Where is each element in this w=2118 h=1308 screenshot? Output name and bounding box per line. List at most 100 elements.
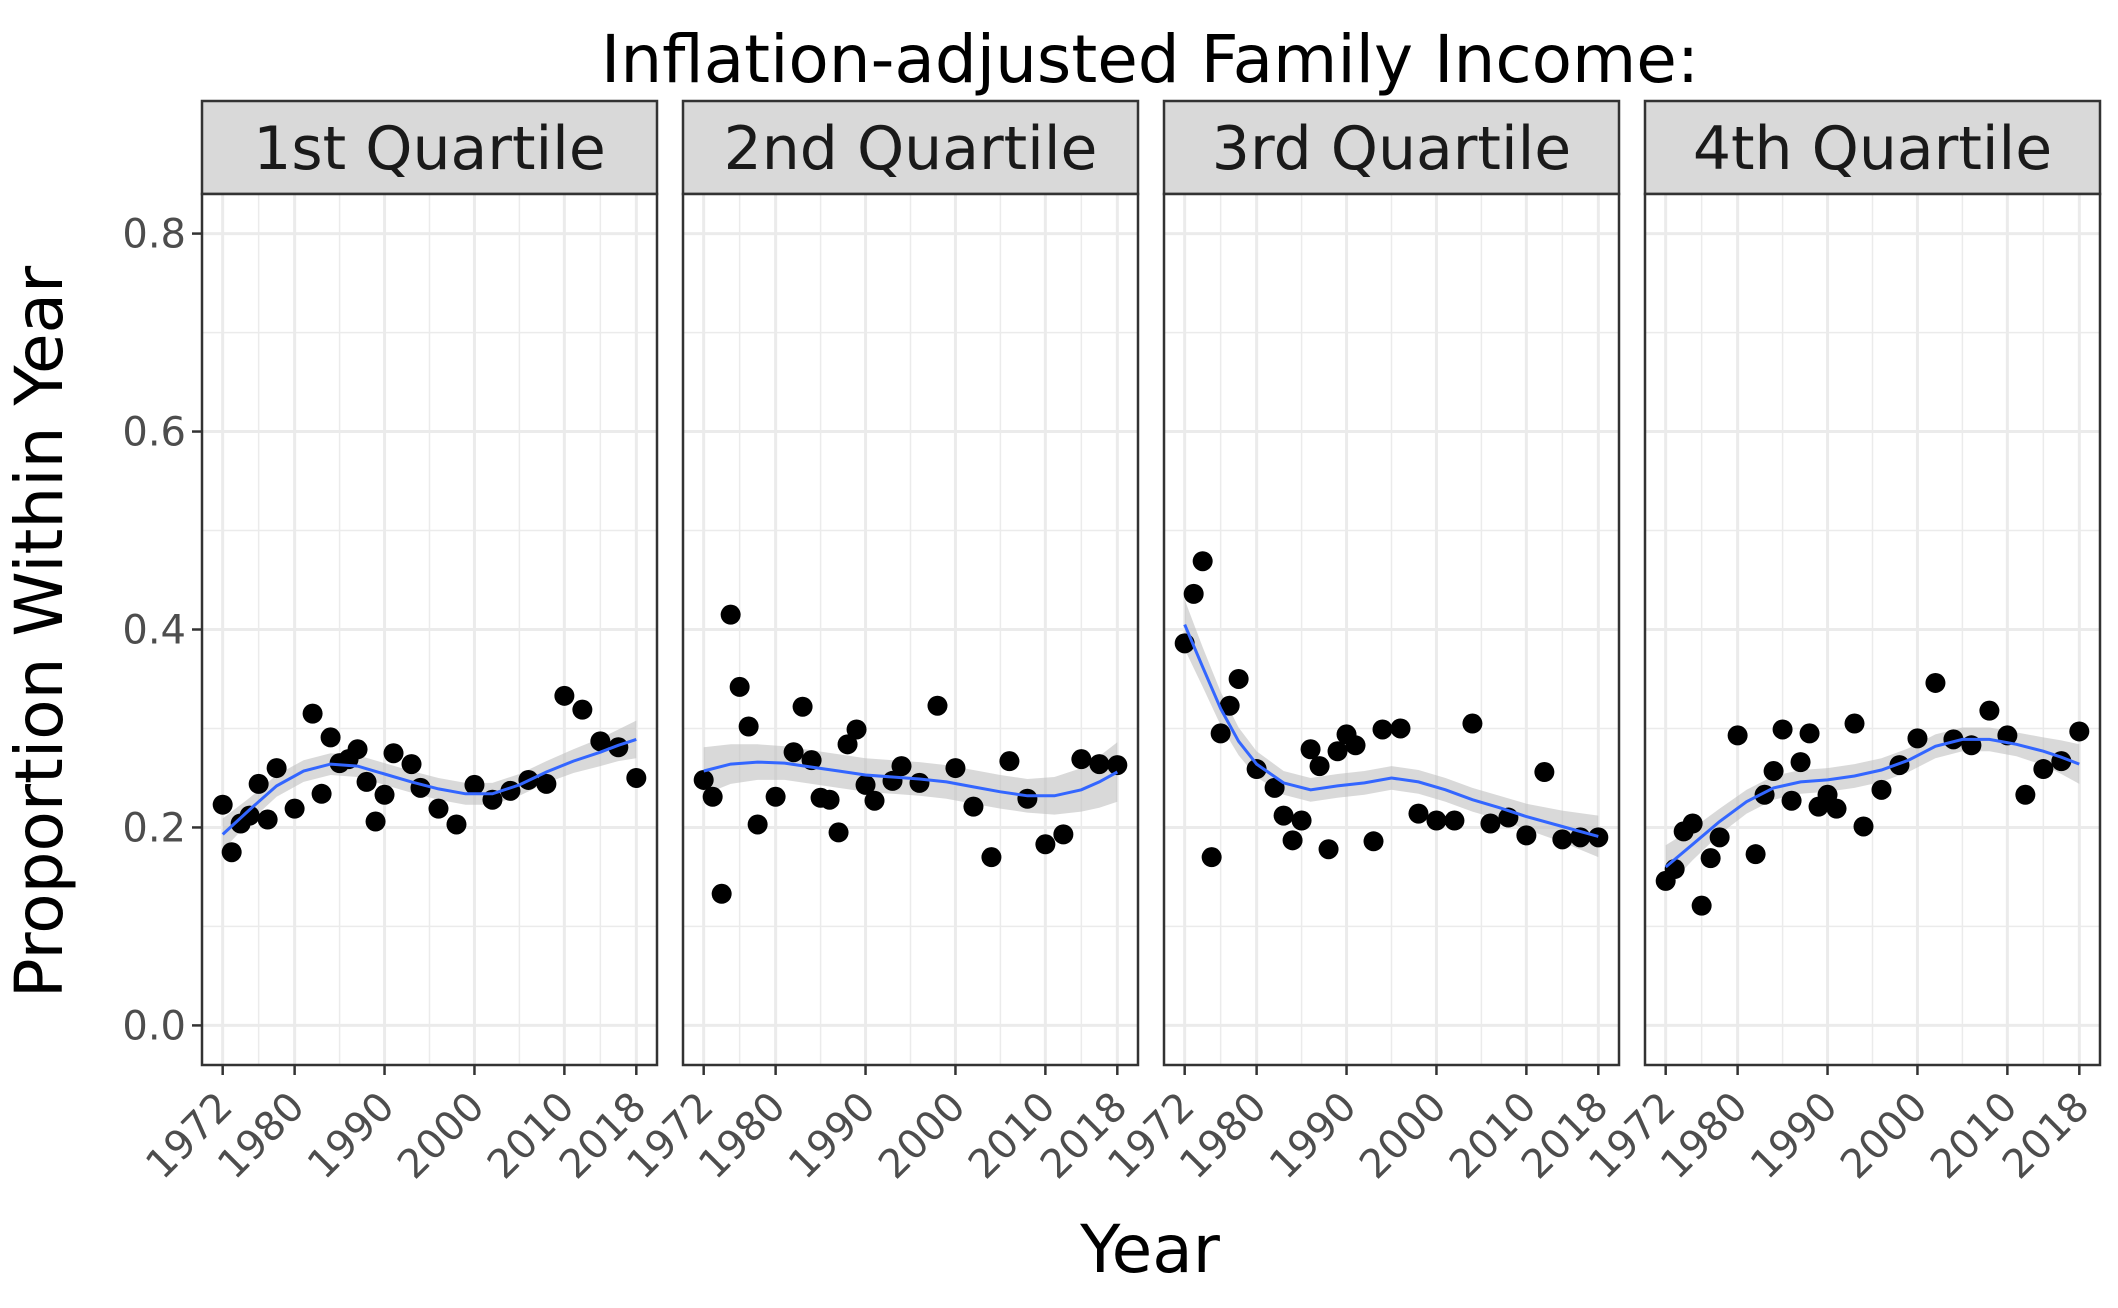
y-tick-label: 0.6 [122,410,186,456]
data-point [963,796,984,817]
data-point [981,847,1002,868]
data-point [909,772,930,793]
data-point [572,699,593,720]
data-point [693,769,714,790]
data-point [2069,721,2090,742]
y-axis: 0.0 0.2 0.4 0.6 0.8 [122,212,202,1049]
data-point [590,731,611,752]
facet-strip [200,99,659,196]
data-point [212,794,233,815]
data-point [1745,844,1766,865]
data-point [1071,749,1092,770]
data-point [1345,735,1366,756]
data-point [792,696,813,717]
data-point [1035,834,1056,855]
data-point [1763,761,1784,782]
data-point [1363,831,1384,852]
smooth-trend-line [1183,624,1599,838]
data-point [927,695,948,716]
data-point [284,798,305,819]
facet-strip-label: 2nd Quartile [724,114,1098,184]
data-point [1516,825,1537,846]
data-point [1588,827,1609,848]
data-point [1790,752,1811,773]
data-point [464,774,485,795]
data-point [999,751,1020,772]
facet-strip [1162,99,1621,196]
data-point [266,758,287,779]
data-point [1089,754,1110,775]
data-point [1444,810,1465,831]
data-point [729,676,750,697]
data-point [1183,583,1204,604]
confidence-ribbon [1184,599,1599,858]
panel-border [1162,192,1621,1067]
data-point [302,703,323,724]
data-point [410,777,431,798]
data-point [1053,824,1074,845]
data-point [1318,839,1339,860]
data-point [1844,713,1865,734]
data-point [1309,756,1330,777]
data-point [1871,779,1892,800]
data-point [1408,803,1429,824]
data-point [1462,713,1483,734]
smooth-trend-line [221,737,637,836]
data-point [828,822,849,843]
data-point [1907,728,1928,749]
data-point [1201,847,1222,868]
panel-border [681,192,1140,1067]
chart-title: Inflation-adjusted Family Income: [601,21,1699,98]
data-point [1228,668,1249,689]
data-point [374,784,395,805]
facet-strip [1643,99,2102,196]
data-point [1480,813,1501,834]
data-point [1700,848,1721,869]
data-point [320,727,341,748]
data-point [864,790,885,811]
data-point [248,773,269,794]
panel-border [200,192,659,1067]
x-axis-title: Year [1079,1211,1221,1288]
data-point [554,685,575,706]
data-point [819,789,840,810]
smooth-trend-line [1664,737,2080,869]
data-point [1691,895,1712,916]
data-point [1291,810,1312,831]
data-point [1390,718,1411,739]
data-point [891,756,912,777]
data-point [837,734,858,755]
y-tick-label: 0.0 [122,1003,186,1049]
data-point [1552,829,1573,850]
data-point [783,742,804,763]
data-point [428,798,449,819]
data-point [1372,719,1393,740]
facet-strip-label: 3rd Quartile [1212,114,1571,184]
data-point [1017,788,1038,809]
data-point [2015,784,2036,805]
data-point [536,773,557,794]
data-point [257,809,278,830]
y-axis-title: Proportion Within Year [1,265,78,998]
data-point [383,743,404,764]
data-point [747,814,768,835]
facet-strip-label: 4th Quartile [1693,114,2052,184]
data-point [1264,777,1285,798]
confidence-ribbon [1665,727,2080,889]
data-point [1300,739,1321,760]
data-point [401,754,422,775]
data-point [1426,810,1447,831]
data-point [1273,805,1294,826]
data-point [702,786,723,807]
data-point [1826,798,1847,819]
data-point [1772,719,1793,740]
data-point [720,604,741,625]
data-point [1925,672,1946,693]
data-point [1210,723,1231,744]
facet-strip-label: 1st Quartile [253,114,606,184]
y-tick-label: 0.8 [122,212,186,258]
